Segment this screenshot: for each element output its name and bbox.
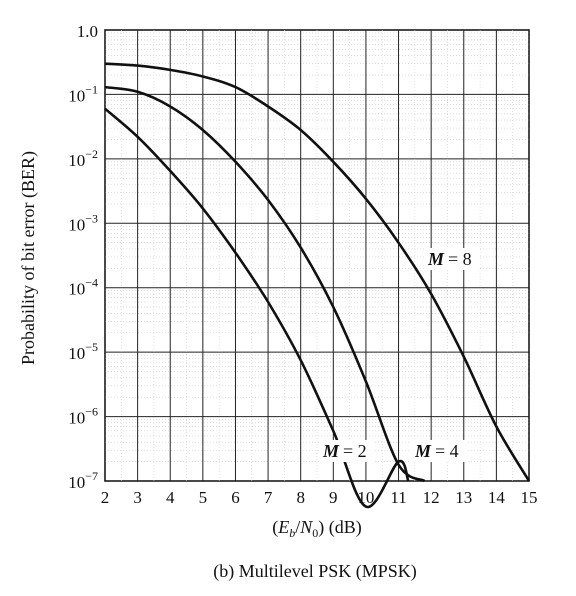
curve-m8 [104,62,531,482]
y-tick-label: 10−1 [68,82,98,105]
x-tick-label: 13 [455,488,472,507]
x-tick-label: 3 [133,488,142,507]
x-tick-label: 7 [264,488,273,507]
x-tick-label: 12 [423,488,440,507]
y-tick-label: 10−4 [68,276,98,299]
y-tick-label: 10−7 [68,469,98,492]
x-tick-label: 9 [329,488,338,507]
curve-label-bg [319,440,375,462]
x-tick-label: 8 [296,488,305,507]
y-tick-label: 1.0 [77,22,98,41]
curve-label: M = 8 [427,249,472,269]
x-tick-label: 2 [101,488,110,507]
curve-label: M = 2 [322,441,367,461]
curve-m2 [104,107,410,508]
x-tick-label: 4 [166,488,175,507]
y-tick-label: 10−6 [68,405,98,428]
x-tick-labels: 2 3 4 5 6 7 8 9 10 11 12 13 14 15 [101,488,538,507]
y-axis-label: Probability of bit error (BER) [18,151,39,365]
x-tick-label: 10 [357,488,374,507]
x-tick-label: 11 [390,488,406,507]
x-tick-label: 6 [231,488,240,507]
x-tick-label: 5 [199,488,208,507]
y-tick-label: 10−5 [68,340,98,363]
curve-label: M = 4 [414,441,459,461]
x-tick-label: 14 [488,488,506,507]
y-tick-label: 10−3 [68,211,98,234]
curve-label-bg [424,248,480,270]
y-tick-labels: 1.0 10−1 10−2 10−3 10−4 10−5 10−6 10−7 [68,22,98,492]
curve-label-bg [411,440,467,462]
x-tick-label: 15 [521,488,538,507]
y-tick-label: 10−2 [68,147,98,170]
x-axis-label: (Eb/N0) (dB) [272,517,362,540]
series-group: M = 2 M = 4 M = 8 [104,62,531,508]
chart-caption: (b) Multilevel PSK (MPSK) [213,561,417,582]
curve-m4 [104,85,426,483]
